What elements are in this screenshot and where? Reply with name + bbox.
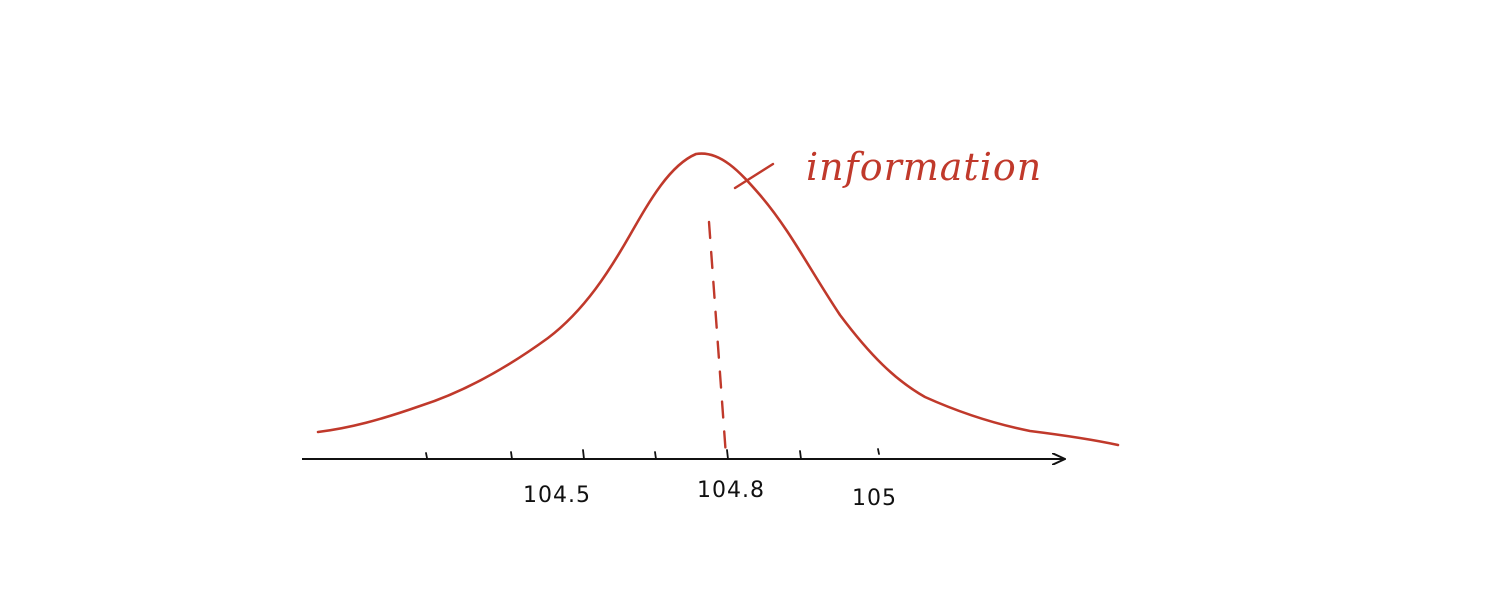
- tick-mark: [799, 450, 802, 460]
- tick-label-2: 104.8: [697, 478, 765, 503]
- tick-label-1: 104.5: [523, 483, 591, 508]
- annotation-label: information: [806, 145, 1042, 189]
- tick-mark: [425, 452, 428, 459]
- tick-mark: [510, 451, 513, 460]
- annotation-leader-line: [733, 162, 775, 190]
- tick-mark: [877, 448, 880, 455]
- tick-label-3: 105: [852, 486, 897, 511]
- tick-mark: [654, 451, 657, 460]
- tick-mark: [582, 449, 585, 460]
- mean-dashed-line: [707, 220, 728, 458]
- tick-mark: [726, 449, 729, 460]
- bell-curve: [316, 152, 1120, 447]
- tick-marks: [425, 448, 880, 460]
